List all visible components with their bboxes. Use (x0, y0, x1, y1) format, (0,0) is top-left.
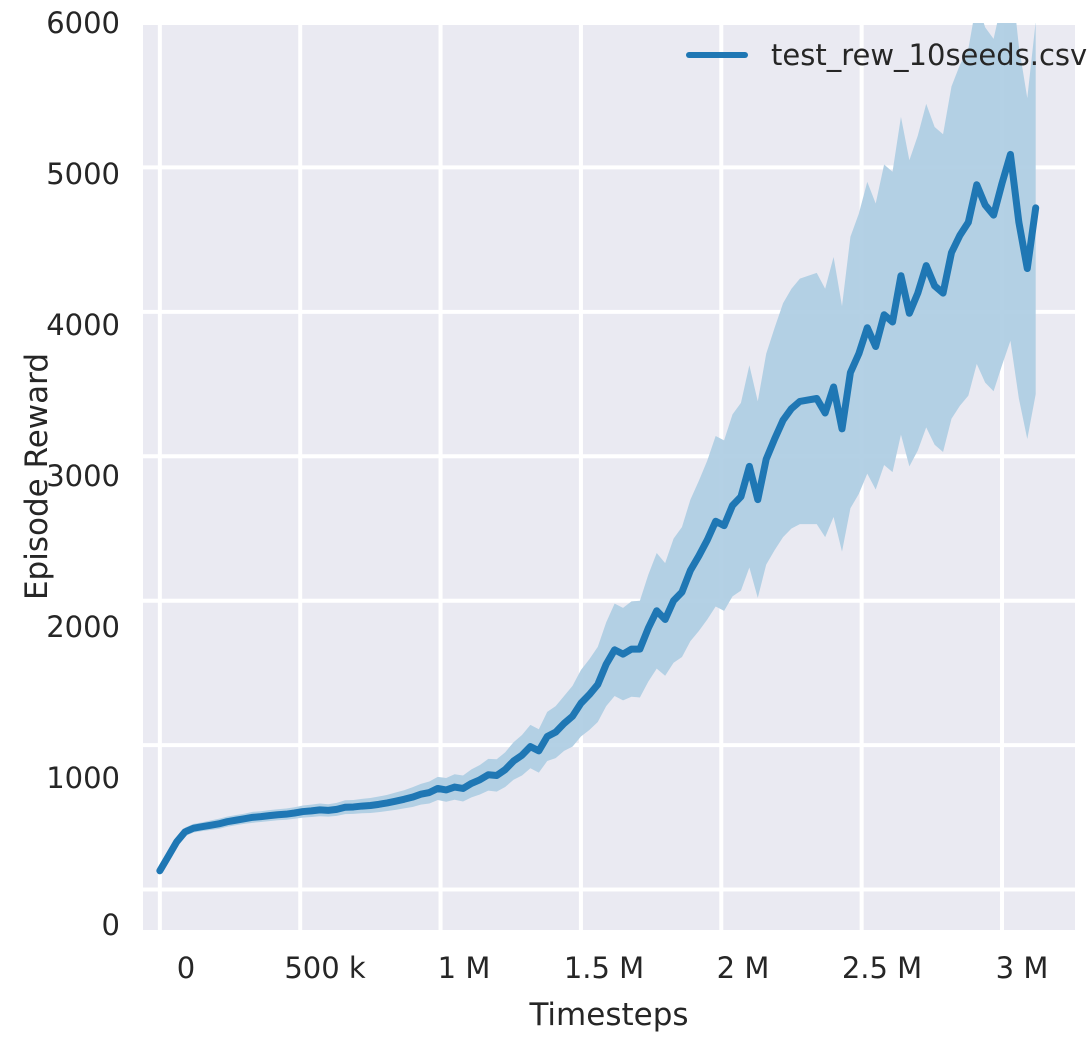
confidence-band (159, 23, 1036, 874)
x-tick-label: 1 M (437, 951, 491, 985)
legend-label: test_rew_10seeds.csv (771, 38, 1088, 72)
x-tick-label: 2.5 M (841, 951, 923, 985)
y-tick-label: 6000 (46, 6, 120, 40)
legend-line-swatch (686, 52, 748, 58)
y-tick-label: 3000 (46, 459, 120, 493)
x-tick-label: 3 M (995, 951, 1049, 985)
x-axis-title: Timesteps (529, 997, 689, 1033)
y-tick-label: 0 (101, 908, 120, 942)
x-tick-label: 1.5 M (563, 951, 645, 985)
plot-canvas (143, 23, 1075, 930)
y-tick-label: 4000 (46, 308, 120, 342)
y-tick-label: 1000 (46, 761, 120, 795)
chart-legend: test_rew_10seeds.csv (680, 36, 1092, 74)
y-tick-label: 2000 (46, 610, 120, 644)
x-tick-label: 500 k (284, 951, 366, 985)
series-line-test-rew-10seeds (156, 150, 1040, 875)
x-tick-label: 2 M (716, 951, 770, 985)
y-tick-label: 5000 (46, 157, 120, 191)
plot-area (143, 23, 1075, 930)
x-tick-label: 0 (176, 951, 196, 985)
